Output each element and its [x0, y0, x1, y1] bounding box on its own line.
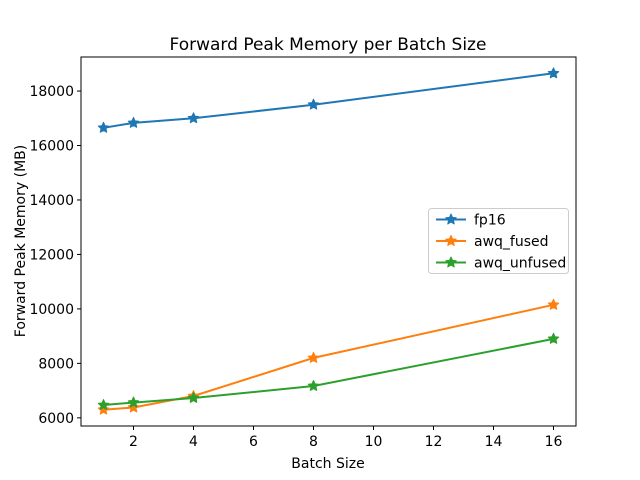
y-tick-label: 8000 — [38, 356, 74, 372]
data-point-marker-awq_unfused — [547, 332, 560, 344]
x-tick-label: 16 — [545, 434, 563, 450]
x-tick-label: 14 — [485, 434, 503, 450]
data-point-marker-awq_fused — [307, 351, 320, 363]
data-point-marker-fp16 — [187, 112, 200, 124]
data-point-marker-awq_fused — [547, 298, 560, 310]
series-line-awq_unfused — [102, 337, 555, 406]
x-tick-label: 8 — [309, 434, 318, 450]
y-tick-label: 18000 — [29, 84, 74, 100]
x-tick-label: 2 — [129, 434, 138, 450]
data-point-marker-awq_fused — [127, 401, 140, 413]
chart-title: Forward Peak Memory per Batch Size — [170, 35, 487, 55]
x-tick-label: 6 — [249, 434, 258, 450]
x-axis-label: Batch Size — [291, 456, 364, 472]
axes-frame — [80, 56, 577, 427]
legend-box — [428, 208, 569, 274]
legend-marker-awq_fused — [445, 235, 457, 246]
data-point-marker-awq_fused — [97, 403, 110, 415]
y-tick-label: 12000 — [29, 247, 74, 263]
series-line-fp16 — [102, 72, 555, 129]
y-tick-label: 16000 — [29, 139, 74, 155]
plot-content: 2 4 6 8 10 12 14 16 6000 8000 10000 12000 14000 16000… — [29, 56, 577, 450]
legend-label-fp16: fp16 — [474, 213, 506, 229]
legend-label-awq_fused: awq_fused — [474, 234, 549, 250]
y-tick-label: 10000 — [29, 302, 74, 318]
x-tick-label: 10 — [365, 434, 383, 450]
legend-label-awq_unfused: awq_unfused — [474, 256, 566, 272]
data-point-marker-awq_unfused — [187, 391, 200, 403]
legend-marker-fp16 — [445, 213, 457, 225]
data-point-marker-fp16 — [97, 121, 110, 133]
data-point-marker-awq_unfused — [307, 379, 320, 391]
series-line-awq_fused — [102, 303, 555, 411]
y-tick-label: 14000 — [29, 193, 74, 209]
data-point-marker-fp16 — [127, 116, 140, 128]
x-tick-label: 12 — [425, 434, 443, 450]
x-tick-label: 4 — [189, 434, 198, 450]
y-tick-label: 6000 — [38, 411, 74, 427]
legend-marker-awq_unfused — [445, 256, 457, 268]
data-point-marker-fp16 — [307, 98, 320, 110]
legend: fp16 awq_fused awq_unfused — [428, 208, 569, 274]
data-point-marker-awq_unfused — [127, 396, 140, 408]
data-point-marker-awq_unfused — [97, 399, 110, 410]
data-point-marker-fp16 — [547, 67, 560, 79]
y-axis-label: Forward Peak Memory (MB) — [13, 145, 29, 337]
